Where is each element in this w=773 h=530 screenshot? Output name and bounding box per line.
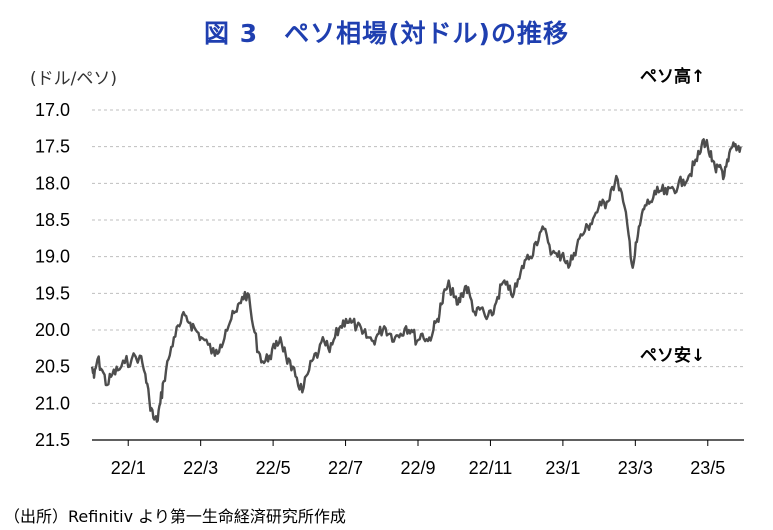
peso-weak-annotation: ペソ安↓ <box>640 341 705 366</box>
y-tick-label: 19.5 <box>35 283 70 303</box>
chart-title: 図 3 ペソ相場(対ドル)の推移 <box>204 19 569 48</box>
y-axis-unit-label: (ドル/ペソ) <box>30 69 117 89</box>
y-tick-label: 17.5 <box>35 137 70 157</box>
y-tick-label: 18.5 <box>35 210 70 230</box>
x-tick-label: 23/3 <box>618 458 653 478</box>
x-tick-label: 23/1 <box>545 458 580 478</box>
y-tick-labels: 17.0 17.5 18.0 18.5 19.0 19.5 20.0 20.5 21.0 21.5 <box>35 100 70 450</box>
x-tick-label: 22/3 <box>183 458 218 478</box>
series-line <box>90 138 742 423</box>
peso-strong-annotation: ペソ高↑ <box>640 62 705 87</box>
source-note: （出所）Refinitiv より第一生命経済研究所作成 <box>4 507 346 526</box>
x-tick-label: 23/5 <box>690 458 725 478</box>
y-tick-label: 20.5 <box>35 357 70 377</box>
y-tick-label: 21.5 <box>35 430 70 450</box>
grid-lines <box>92 109 744 404</box>
y-tick-label: 17.0 <box>35 100 70 120</box>
x-tick-labels: 22/1 22/3 22/5 22/7 22/9 22/11 23/1 23/3 23/5 <box>111 458 726 478</box>
x-tick-label: 22/7 <box>328 458 363 478</box>
axes <box>92 439 744 446</box>
peso-strong-label: ペソ高 <box>640 67 691 87</box>
y-tick-label: 21.0 <box>35 393 70 413</box>
y-tick-label: 20.0 <box>35 320 70 340</box>
peso-weak-label: ペソ安 <box>640 346 691 366</box>
x-tick-label: 22/9 <box>400 458 435 478</box>
x-tick-label: 22/5 <box>256 458 291 478</box>
x-tick-label: 22/1 <box>111 458 146 478</box>
y-tick-label: 19.0 <box>35 247 70 267</box>
arrow-down-icon: ↓ <box>691 346 706 366</box>
arrow-up-icon: ↑ <box>691 67 706 87</box>
x-tick-label: 22/11 <box>469 458 513 478</box>
y-tick-label: 18.0 <box>35 173 70 193</box>
